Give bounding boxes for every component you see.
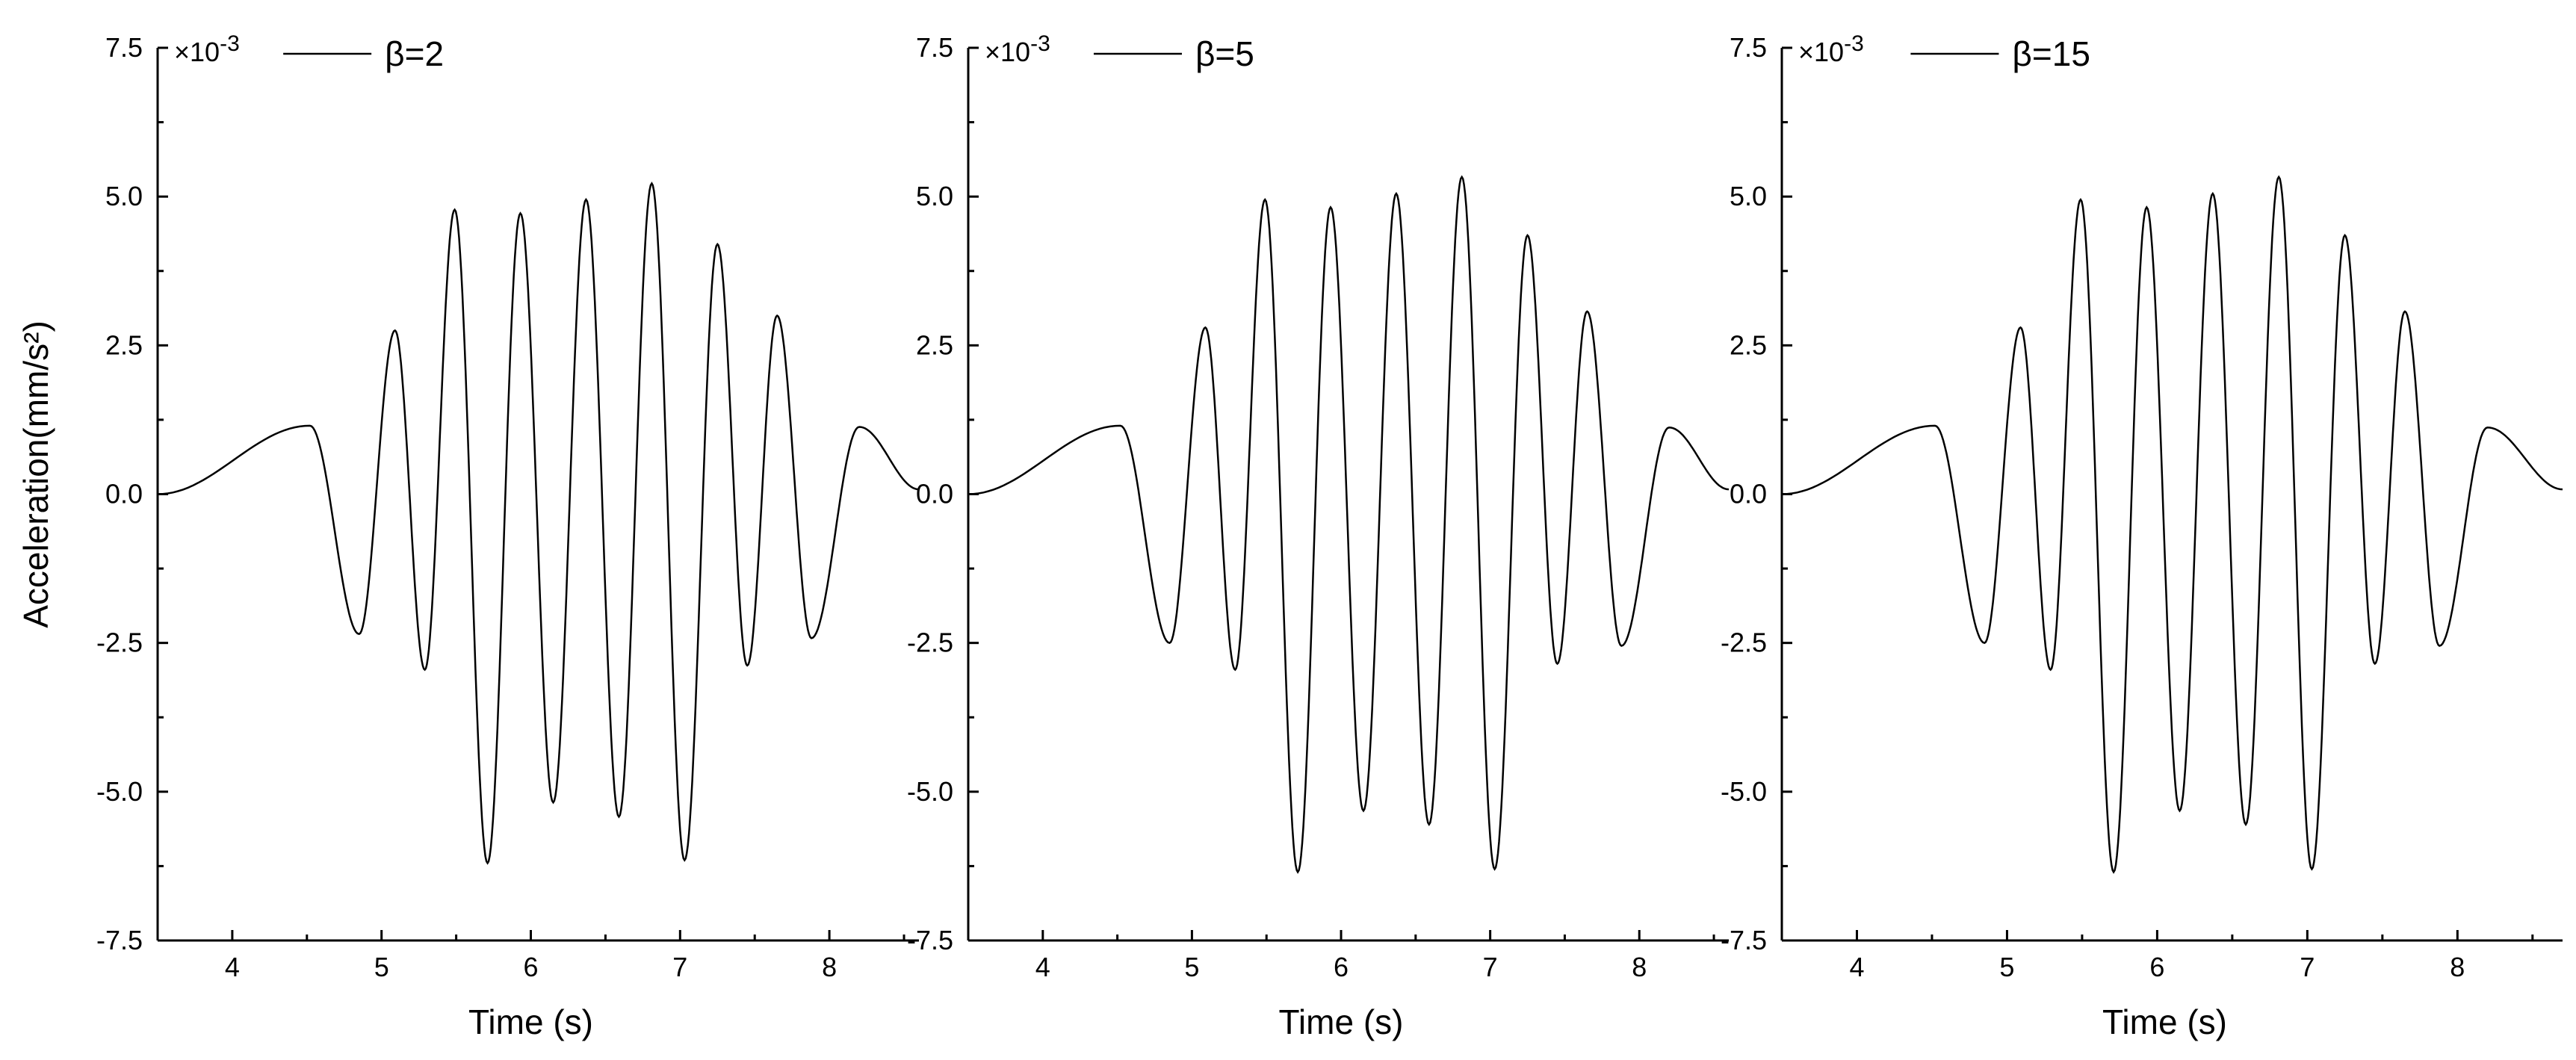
x-tick-label: 7 (672, 952, 687, 982)
y-tick-label: 5.0 (916, 181, 953, 211)
x-tick-label: 4 (1849, 952, 1864, 982)
x-tick-label: 7 (1483, 952, 1498, 982)
y-tick-label: 7.5 (1730, 32, 1767, 63)
y-axis-title: Acceleration(mm/s²) (16, 320, 55, 628)
y-multiplier-label: ×10-3 (174, 31, 240, 67)
y-tick-label: -2.5 (96, 627, 143, 658)
x-tick-label: 5 (374, 952, 389, 982)
y-tick-label: 2.5 (916, 329, 953, 360)
chart-panel-1: -7.5 -5.0 -2.5 0.0 2.5 5.0 7.5 4 5 6 7 8 Time (s) ×10… (96, 31, 920, 1041)
x-tick-label: 6 (2149, 952, 2164, 982)
x-tick-label: 4 (1035, 952, 1050, 982)
legend-label: β=5 (1195, 34, 1254, 73)
chart-panels: -7.5 -5.0 -2.5 0.0 2.5 5.0 7.5 4 5 6 7 8 Time (s) ×10… (96, 31, 2563, 1041)
legend-label: β=2 (385, 34, 444, 73)
x-tick-label: 5 (1999, 952, 2014, 982)
y-tick-label: -7.5 (907, 925, 953, 955)
y-tick-label: 2.5 (105, 329, 143, 360)
x-tick-label: 4 (225, 952, 240, 982)
y-tick-label: 5.0 (105, 181, 143, 211)
chart-panel-3: -7.5 -5.0 -2.5 0.0 2.5 5.0 7.5 4 5 6 7 8 Time (s) ×10… (1721, 31, 2563, 1041)
y-tick-label: -5.0 (907, 776, 953, 807)
x-tick-label: 8 (2450, 952, 2465, 982)
legend-label: β=15 (2012, 34, 2090, 73)
x-tick-label: 7 (2300, 952, 2315, 982)
y-tick-label: -2.5 (907, 627, 953, 658)
x-tick-label: 8 (822, 952, 837, 982)
x-tick-label: 5 (1184, 952, 1199, 982)
y-tick-label: 0.0 (1730, 479, 1767, 509)
y-tick-label: 0.0 (105, 479, 143, 509)
series-line (967, 175, 1730, 874)
x-tick-label: 6 (523, 952, 538, 982)
y-tick-label: 0.0 (916, 479, 953, 509)
series-line (157, 182, 920, 865)
y-tick-label: 7.5 (916, 32, 953, 63)
y-multiplier-label: ×10-3 (1798, 31, 1864, 67)
y-tick-label: 7.5 (105, 32, 143, 63)
y-tick-label: -5.0 (1721, 776, 1767, 807)
x-axis-title: Time (s) (1279, 1002, 1404, 1041)
x-axis-title: Time (s) (2102, 1002, 2227, 1041)
y-tick-label: -5.0 (96, 776, 143, 807)
y-tick-label: -7.5 (1721, 925, 1767, 955)
y-tick-label: 2.5 (1730, 329, 1767, 360)
x-axis-title: Time (s) (468, 1002, 593, 1041)
y-tick-label: -2.5 (1721, 627, 1767, 658)
x-tick-label: 6 (1334, 952, 1349, 982)
y-tick-label: -7.5 (96, 925, 143, 955)
y-tick-label: 5.0 (1730, 181, 1767, 211)
series-line (1781, 175, 2563, 874)
x-tick-label: 8 (1632, 952, 1647, 982)
y-multiplier-label: ×10-3 (985, 31, 1050, 67)
chart-panel-2: -7.5 -5.0 -2.5 0.0 2.5 5.0 7.5 4 5 6 7 8 Time (s) ×10… (907, 31, 1730, 1041)
